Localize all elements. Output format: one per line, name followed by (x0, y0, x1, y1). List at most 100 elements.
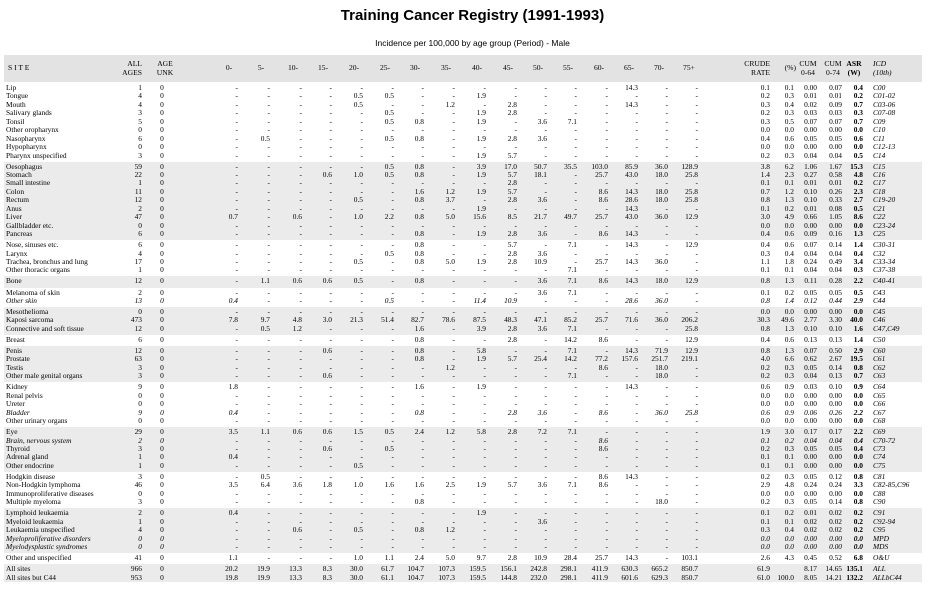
crude-rate: 0.0 (760, 416, 770, 426)
age-rate: 0.7 (228, 212, 238, 222)
percent: 0.0 (784, 142, 794, 152)
cum-0-64: 0.00 (804, 307, 817, 316)
age-rate: - (267, 382, 270, 392)
age-rate: - (299, 195, 302, 205)
age-rate: - (605, 508, 608, 518)
header-age-group: 75+ (683, 63, 695, 72)
asr-value: 0.2 (853, 178, 863, 188)
age-unk-count: 0 (160, 125, 164, 135)
all-ages-count: 1 (138, 178, 142, 188)
age-rate: - (452, 508, 455, 518)
age-rate: 0.5 (384, 427, 394, 437)
age-rate: - (574, 542, 577, 552)
age-rate: - (421, 220, 424, 230)
age-rate: - (299, 508, 302, 518)
site-name: Ureter (6, 399, 25, 409)
age-rate: 3.6 (537, 276, 547, 286)
age-rate: - (421, 83, 424, 92)
age-rate: - (605, 488, 608, 498)
crude-rate: 1.9 (760, 427, 770, 437)
cum-0-74: 0.44 (829, 295, 842, 305)
asr-value: 0.2 (853, 91, 863, 101)
age-rate: - (695, 399, 698, 409)
age-rate: - (329, 142, 332, 152)
age-rate: - (299, 488, 302, 498)
icd-code: C03-06 (873, 99, 896, 109)
age-rate: 3.5 (228, 480, 238, 490)
age-rate: 3.6 (292, 480, 302, 490)
age-rate: 14.3 (625, 471, 638, 481)
age-rate: 21.7 (534, 212, 547, 222)
age-rate: 36.0 (655, 257, 668, 266)
age-rate: - (574, 508, 577, 518)
age-rate: 7.1 (567, 240, 577, 250)
cum-0-64: 0.45 (804, 553, 817, 563)
cum-0-64: 0.00 (804, 390, 817, 400)
age-rate: - (391, 516, 394, 526)
crude-rate: 0.3 (760, 99, 770, 109)
age-rate: 2.8 (507, 178, 517, 188)
age-rate: - (483, 407, 486, 417)
age-rate: - (695, 125, 698, 135)
age-rate: - (329, 488, 332, 498)
age-rate: - (483, 307, 486, 316)
age-rate: - (605, 142, 608, 152)
icd-code: C10 (873, 125, 886, 135)
age-rate: - (235, 525, 238, 535)
percent: 1.8 (784, 257, 794, 266)
age-rate: - (267, 371, 270, 381)
age-rate: 0.5 (384, 133, 394, 143)
icd-code: MDS (873, 542, 889, 552)
age-rate: - (267, 186, 270, 196)
cum-0-64: 2.77 (804, 315, 817, 325)
all-ages-count: 12 (134, 323, 142, 333)
age-rate: 0.6 (322, 276, 332, 286)
age-rate: - (299, 240, 302, 250)
age-rate: 3.5 (228, 427, 238, 437)
age-rate: - (544, 444, 547, 453)
age-rate: 7.1 (567, 116, 577, 126)
age-rate: - (452, 307, 455, 316)
age-unk-count: 0 (160, 133, 164, 143)
age-rate: 298.1 (560, 564, 577, 574)
age-unk-count: 0 (160, 553, 164, 563)
all-ages-count: 13 (134, 295, 142, 305)
age-rate: - (360, 399, 363, 409)
icd-code: C16 (873, 170, 886, 179)
age-rate: - (360, 542, 363, 552)
age-rate: - (514, 371, 517, 381)
all-ages-count: 3 (138, 362, 142, 372)
age-rate: - (483, 240, 486, 250)
cum-0-74: 0.33 (829, 195, 842, 205)
age-rate: - (360, 116, 363, 126)
age-rate: 36.0 (655, 295, 668, 305)
age-rate: - (665, 382, 668, 392)
age-rate: - (329, 382, 332, 392)
age-rate: - (483, 83, 486, 92)
age-rate: - (514, 307, 517, 316)
age-rate: 14.3 (625, 553, 638, 563)
age-rate: - (267, 83, 270, 92)
all-ages-count: 46 (134, 480, 142, 490)
site-name: Melanoma of skin (6, 287, 60, 297)
age-rate: - (483, 444, 486, 453)
age-rate: - (235, 488, 238, 498)
all-ages-count: 47 (134, 212, 142, 222)
age-rate: - (421, 91, 424, 101)
cum-0-64: 0.66 (804, 212, 817, 222)
age-rate: 0.6 (292, 427, 302, 437)
cum-0-64: 0.04 (804, 265, 817, 275)
age-rate: - (574, 444, 577, 453)
age-rate: - (514, 497, 517, 507)
age-rate: - (514, 435, 517, 445)
all-ages-count: 22 (134, 170, 142, 179)
age-rate: - (391, 542, 394, 552)
age-rate: - (267, 444, 270, 453)
age-rate: 7.1 (567, 345, 577, 355)
cum-0-74: 0.26 (829, 407, 842, 417)
age-rate: - (391, 307, 394, 316)
percent: 0.3 (784, 108, 794, 118)
cum-0-64: 0.01 (804, 508, 817, 518)
age-rate: - (299, 354, 302, 364)
age-rate: - (635, 371, 638, 381)
